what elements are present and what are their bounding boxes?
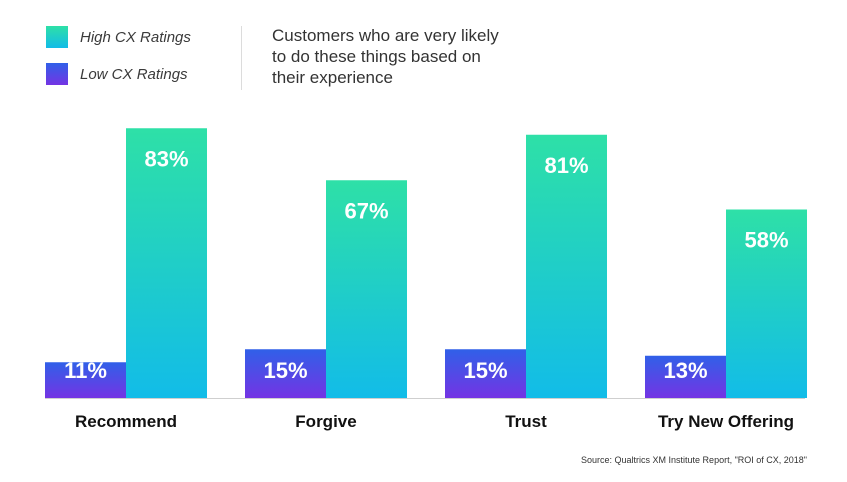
data-label-low-recommend: 11% [64,358,107,383]
category-label-forgive: Forgive [295,412,356,431]
data-label-low-try-new-offering: 13% [663,358,707,383]
bar-low-forgive [245,349,326,398]
data-label-high-try-new-offering: 58% [744,228,788,253]
data-label-high-forgive: 67% [344,198,388,223]
category-label-recommend: Recommend [75,412,177,431]
data-label-low-forgive: 15% [263,358,307,383]
legend-swatch-low-cx [46,63,68,85]
source-note: Source: Qualtrics XM Institute Report, "… [581,455,807,465]
legend-label-high-cx: High CX Ratings [80,28,191,46]
category-label-try-new-offering: Try New Offering [658,412,794,431]
bar-high-try-new-offering [726,209,807,398]
chart-subtitle: Customers who are very likely to do thes… [272,26,499,87]
bar-low-recommend [45,362,126,398]
bar-high-recommend [126,128,207,398]
data-label-high-trust: 81% [544,153,588,178]
category-label-trust: Trust [505,412,547,431]
data-label-low-trust: 15% [463,358,507,383]
legend-item-high-cx: High CX Ratings [46,26,191,48]
legend-item-low-cx: Low CX Ratings [46,63,188,85]
bar-low-trust [445,349,526,398]
bar-high-trust [526,134,607,398]
bar-high-forgive [326,180,407,398]
legend-divider [241,26,242,90]
data-label-high-recommend: 83% [144,146,188,171]
legend-swatch-high-cx [46,26,68,48]
bar-low-try-new-offering [645,355,726,398]
legend-label-low-cx: Low CX Ratings [80,65,188,83]
